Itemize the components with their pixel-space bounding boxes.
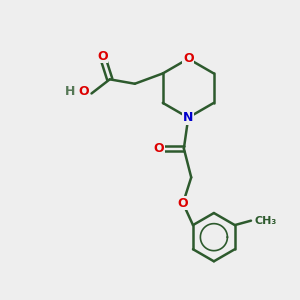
Text: O: O [97,50,108,63]
Text: O: O [78,85,88,98]
Text: N: N [183,111,194,124]
Text: O: O [178,197,188,210]
Text: O: O [183,52,194,65]
Text: H: H [65,85,76,98]
Text: CH₃: CH₃ [254,216,277,226]
Text: O: O [154,142,164,155]
